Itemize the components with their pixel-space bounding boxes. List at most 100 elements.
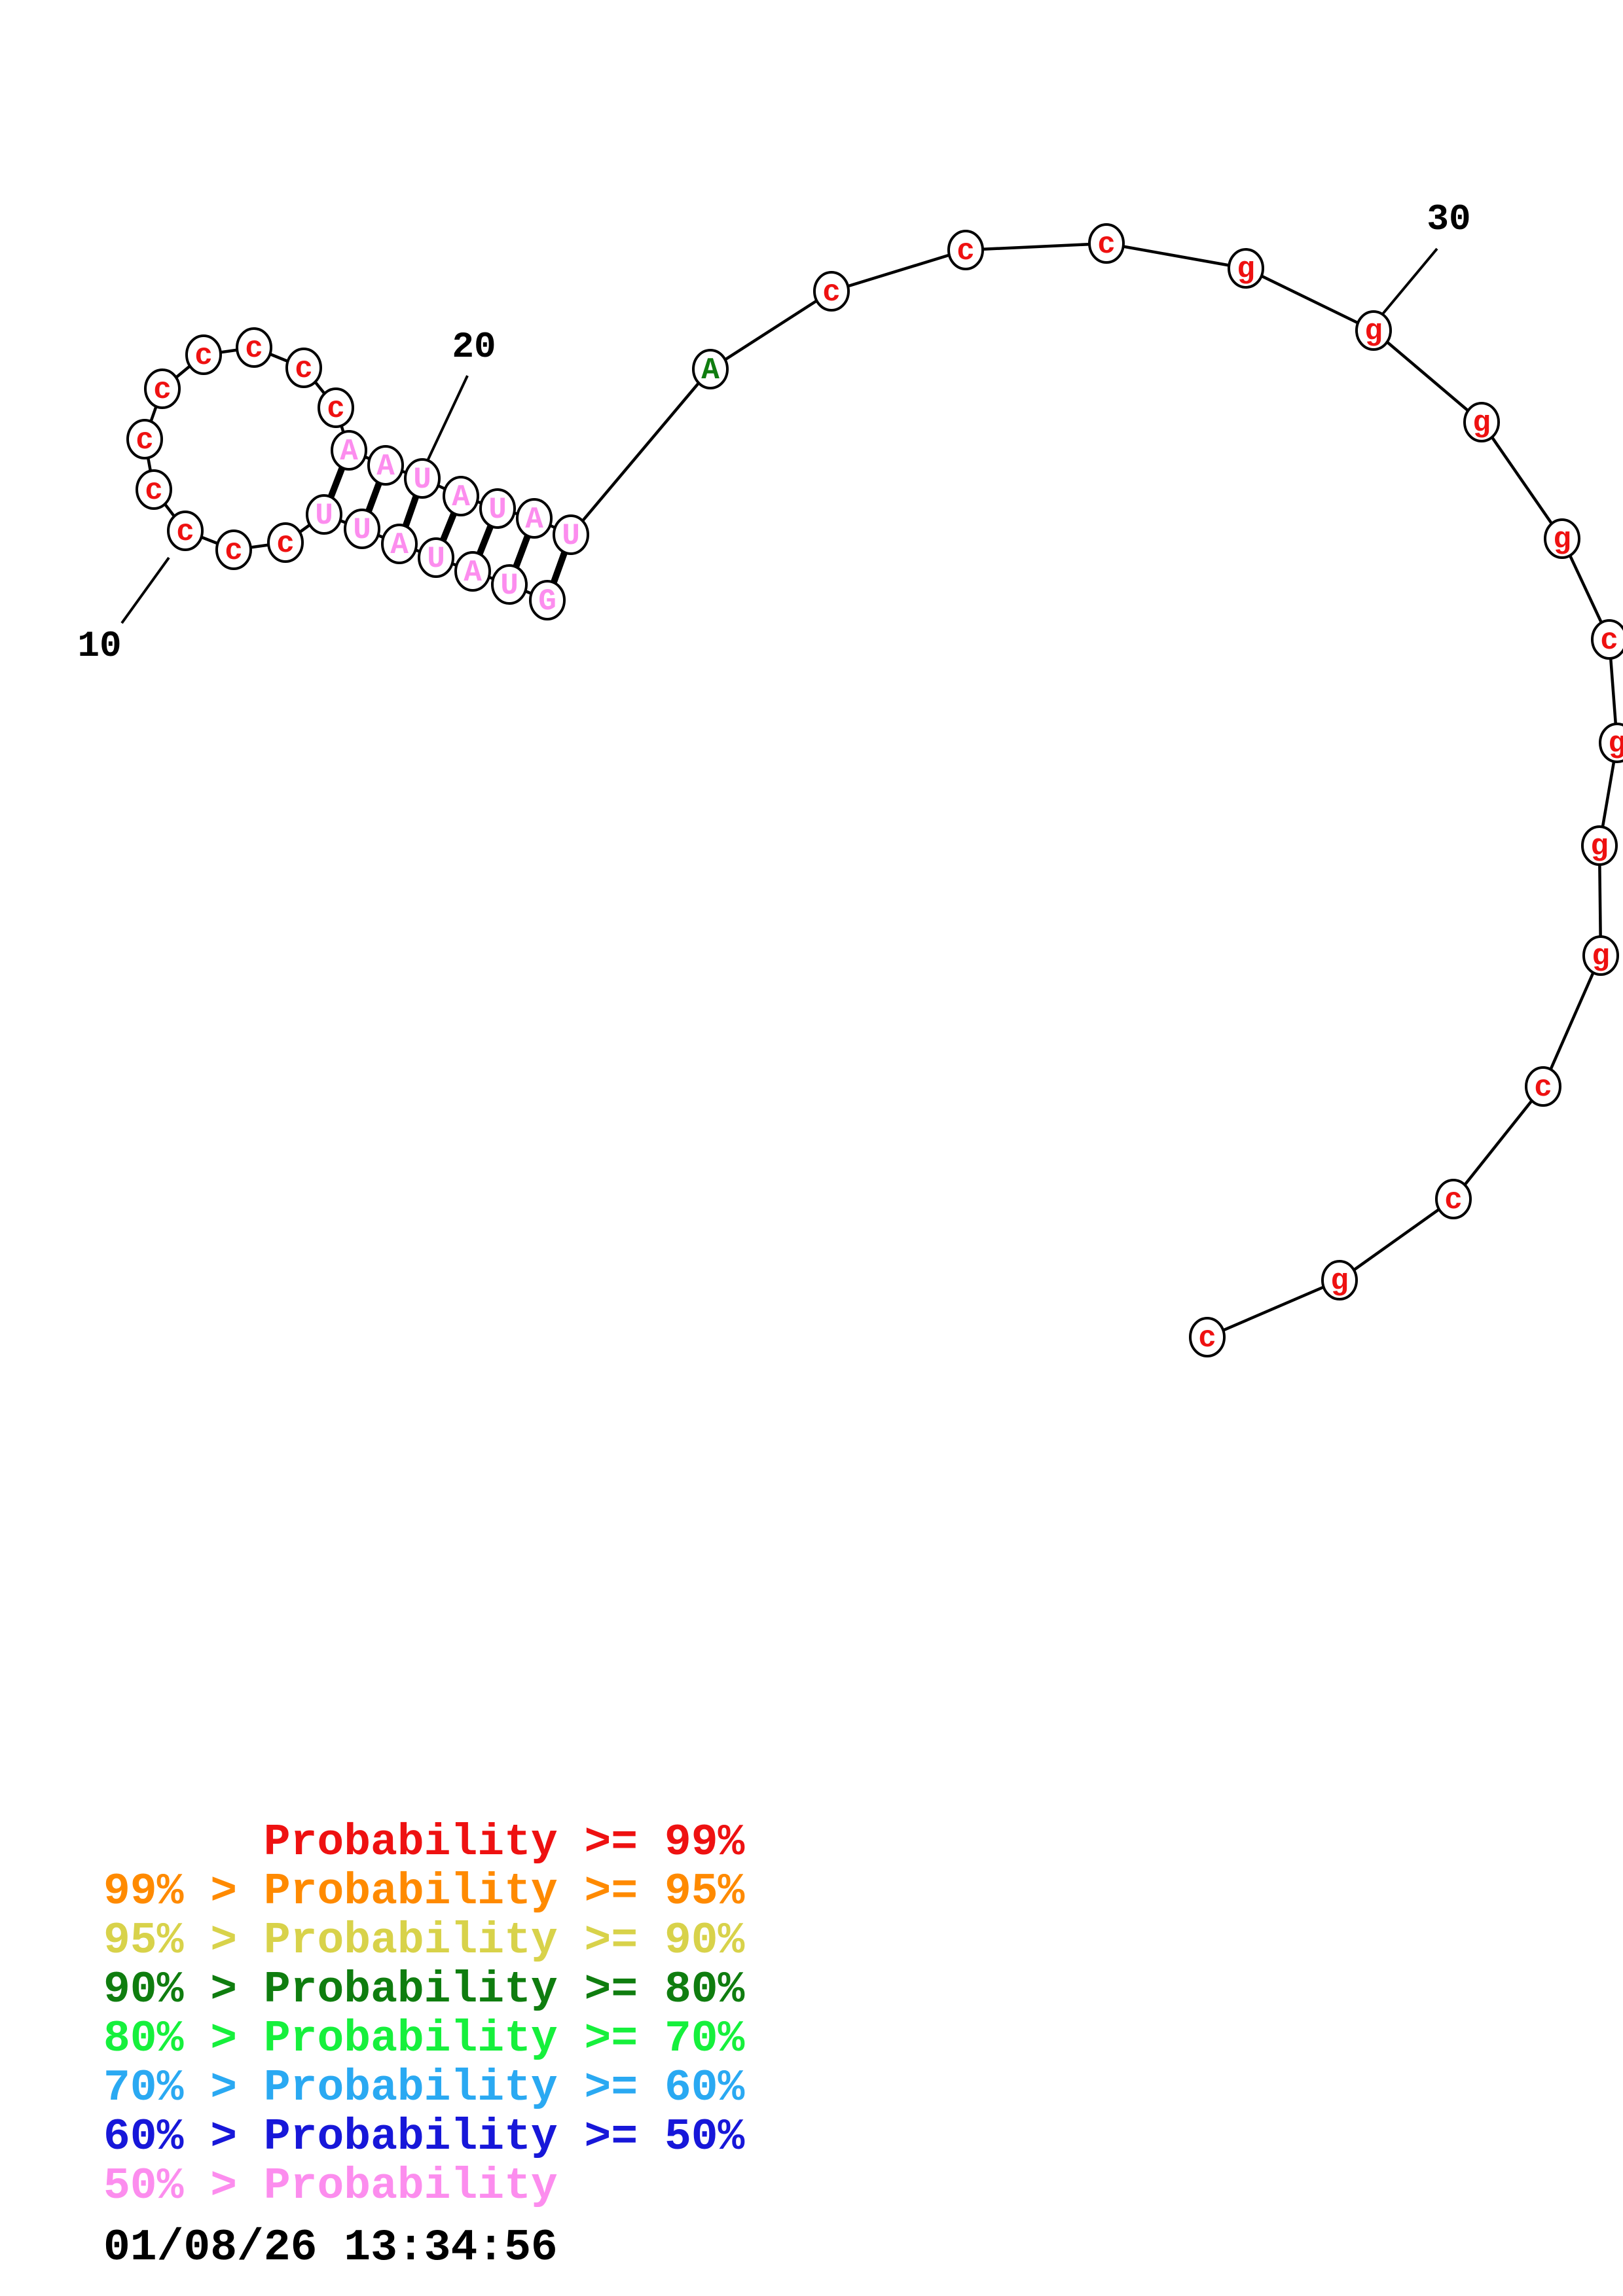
nucleotide-base: g (1592, 940, 1610, 974)
nucleotide-circle (215, 529, 252, 570)
legend-row: 99% > Probability >= 95% (103, 1867, 745, 1917)
nucleotide-base: c (1097, 228, 1116, 262)
backbone-segment (1106, 242, 1247, 270)
nucleotide-base: U (488, 493, 507, 527)
sequence-position-label: 10 (77, 625, 121, 667)
nucleotide-base: g (1364, 315, 1383, 349)
nucleotide-base: U (562, 519, 580, 553)
backbone-segment (831, 248, 966, 293)
backbone-segment (1207, 1278, 1340, 1339)
probability-legend: Probability >= 99%99% > Probability >= 9… (103, 1818, 745, 2212)
nucleotide-base: g (1608, 727, 1623, 761)
nucleotide-circle (1463, 402, 1500, 442)
nucleotide-circle (479, 488, 516, 529)
backbone-segment (1338, 1198, 1455, 1282)
legend-row: 95% > Probability >= 90% (103, 1916, 745, 1966)
nucleotide-circle (367, 445, 404, 486)
nucleotide-base: g (1553, 523, 1571, 557)
nucleotide-circle (306, 494, 342, 535)
nucleotide-circle (1591, 619, 1623, 660)
nucleotide-circle (1599, 723, 1623, 763)
nucleotide-circle (1228, 248, 1264, 289)
nucleotide-base: c (225, 534, 243, 568)
nucleotide-base: c (957, 234, 975, 268)
nucleotide-circle (1189, 1317, 1226, 1357)
position-label-layer: 10 20 30 (77, 198, 1470, 667)
nucleotide-base: U (500, 569, 519, 603)
backbone-segment (1480, 421, 1563, 540)
nucleotide-base: c (327, 392, 345, 426)
sequence-position-tick (1380, 247, 1438, 317)
backbone-segment (965, 242, 1107, 252)
nucleotide-base: A (701, 353, 720, 387)
nucleotide-circle (454, 551, 491, 592)
nucleotide-base: c (295, 352, 313, 386)
nucleotide-circle (404, 458, 441, 499)
backbone-segment (709, 290, 833, 370)
nucleotide-base: U (353, 513, 371, 547)
nucleotide-base: U (315, 499, 333, 533)
nucleotide-circle (185, 334, 222, 375)
nucleotide-base: c (194, 339, 213, 373)
nucleotide-circle (516, 498, 553, 539)
backbone-segment (1541, 955, 1603, 1087)
nucleotide-base: A (452, 480, 470, 514)
nucleotide-circle (692, 349, 729, 389)
nucleotide-circle (1321, 1260, 1358, 1300)
legend-row: 60% > Probability >= 50% (103, 2112, 745, 2162)
nucleotide-base: c (245, 332, 263, 366)
nucleotide-circle (1525, 1066, 1561, 1107)
nucleotide-circle (813, 271, 850, 312)
nucleotide-base: c (276, 527, 295, 561)
nucleotide-base: c (136, 423, 154, 457)
nucleotide-circle (1581, 825, 1618, 866)
nucleotide-circle (331, 430, 367, 471)
legend-row: 90% > Probability >= 80% (103, 1965, 745, 2015)
legend-row: 70% > Probability >= 60% (103, 2063, 745, 2113)
nucleotide-circle (1088, 223, 1125, 264)
nucleotide-base: c (176, 515, 194, 549)
nucleotide-base: c (1198, 1321, 1216, 1355)
nucleotide-base: g (1590, 830, 1609, 864)
legend-row: 80% > Probability >= 70% (103, 2014, 745, 2064)
timestamp: 01/08/26 13:34:56 (103, 2223, 558, 2273)
nucleotide-circle (529, 580, 566, 620)
nucleotide-base: A (340, 435, 358, 469)
nucleotide-circle (1435, 1179, 1472, 1219)
nucleotide-circle (267, 522, 304, 563)
nucleotide-base: U (427, 542, 445, 576)
nucleotide-base: g (1237, 253, 1255, 287)
nucleotide-base: G (538, 584, 556, 619)
nucleotide-base: c (145, 474, 163, 508)
nucleotide-base: g (1472, 406, 1491, 440)
nucleotide-base: A (390, 528, 409, 562)
nucleotide-base: c (1444, 1183, 1463, 1217)
nucleotide-base: U (413, 463, 431, 497)
nucleotide-base: c (822, 276, 841, 310)
sequence-position-label: 20 (452, 326, 496, 368)
nucleotide-circle (126, 419, 163, 459)
nucleotide-circle (1355, 310, 1392, 351)
nucleotide-base: A (376, 450, 395, 484)
backbone-segment (570, 368, 712, 536)
nucleotide-circle (381, 524, 418, 564)
nucleotide-base: g (1330, 1265, 1349, 1299)
backbone-segment (1452, 1085, 1544, 1200)
nucleotide-circle (1544, 518, 1580, 559)
nucleotide-circle (344, 509, 380, 549)
backbone-layer (143, 242, 1619, 1339)
nucleotide-circle (318, 387, 354, 428)
sequence-position-tick (426, 375, 469, 463)
nucleotide-circle (947, 230, 984, 270)
legend-row: 50% > Probability (103, 2161, 558, 2212)
nucleotide-circle (1582, 935, 1619, 976)
backbone-segment (1245, 266, 1374, 332)
nucleotide-circle (491, 564, 528, 605)
nucleotide-base: A (525, 503, 543, 537)
nucleotide-circle (136, 469, 172, 510)
nucleotide-base: c (1600, 624, 1618, 658)
nucleotide-circle (553, 514, 589, 555)
nucleotide-base: c (153, 373, 172, 407)
